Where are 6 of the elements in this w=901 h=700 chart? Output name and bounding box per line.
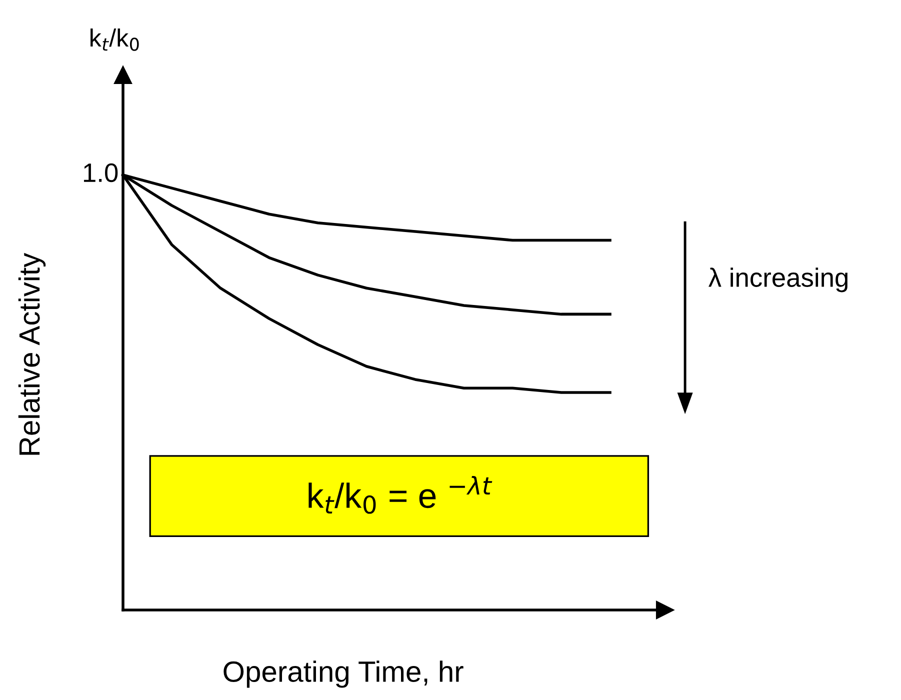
x-axis-title: Operating Time, hr [224, 660, 464, 688]
text: k$_{t}$/k$_{0}$ [90, 28, 139, 51]
text: λ increasing [708, 268, 848, 292]
y-axis-title: Relative Activity [18, 252, 46, 455]
annotation: k$_{t}$/k$_{0}$ = e $^{−λt}$ [308, 476, 492, 514]
text: 1.0 [84, 163, 118, 182]
